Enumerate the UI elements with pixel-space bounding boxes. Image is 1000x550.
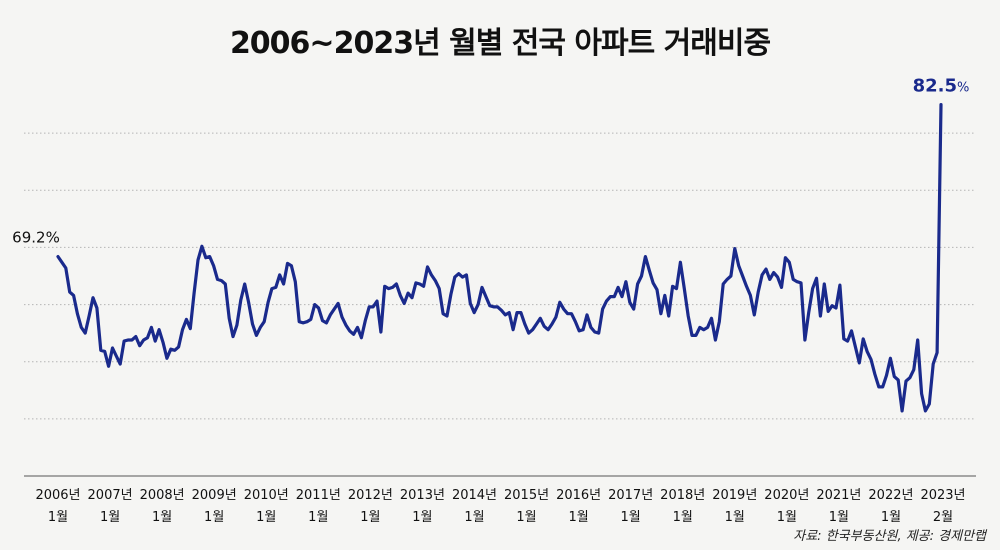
- x-tick-month: 1월: [256, 510, 276, 525]
- x-tick-year: 2023년: [920, 488, 965, 503]
- x-tick-month: 1월: [621, 510, 641, 525]
- x-tick-month: 2월: [933, 510, 953, 525]
- x-tick-year: 2021년: [816, 488, 861, 503]
- x-tick-year: 2010년: [244, 488, 289, 503]
- x-tick-year: 2020년: [764, 488, 809, 503]
- x-tick-month: 1월: [777, 510, 797, 525]
- gridlines: [24, 132, 976, 420]
- end-value-label: 82.5%: [913, 76, 970, 97]
- x-tick-year: 2019년: [712, 488, 757, 503]
- x-tick-year: 2017년: [608, 488, 653, 503]
- series-line: [56, 103, 943, 413]
- source-note: 자료: 한국부동산원, 제공: 경제만랩: [793, 529, 986, 544]
- start-value-label: 69.2%: [12, 229, 60, 247]
- x-tick-year: 2013년: [400, 488, 445, 503]
- x-tick-year: 2008년: [140, 488, 185, 503]
- chart-title: 2006~2023년 월별 전국 아파트 거래비중: [229, 26, 771, 61]
- x-tick-month: 1월: [829, 510, 849, 525]
- x-tick-month: 1월: [48, 510, 68, 525]
- x-tick-month: 1월: [152, 510, 172, 525]
- x-tick-month: 1월: [881, 510, 901, 525]
- x-tick-month: 1월: [673, 510, 693, 525]
- x-tick-year: 2007년: [88, 488, 133, 503]
- x-tick-month: 1월: [100, 510, 120, 525]
- x-tick-month: 1월: [516, 510, 536, 525]
- x-tick-month: 1월: [308, 510, 328, 525]
- x-tick-month: 1월: [568, 510, 588, 525]
- x-tick-year: 2011년: [296, 488, 341, 503]
- x-tick-month: 1월: [204, 510, 224, 525]
- x-tick-year: 2018년: [660, 488, 705, 503]
- x-tick-year: 2012년: [348, 488, 393, 503]
- x-tick-month: 1월: [360, 510, 380, 525]
- x-tick-month: 1월: [725, 510, 745, 525]
- x-tick-year: 2006년: [35, 488, 80, 503]
- x-tick-year: 2014년: [452, 488, 497, 503]
- x-tick-month: 1월: [412, 510, 432, 525]
- x-axis-ticks: 2006년 1월 2007년 1월 2008년 1월 2009년 1월 2010년 1월 2011년…: [35, 488, 965, 525]
- x-tick-year: 2016년: [556, 488, 601, 503]
- x-tick-year: 2015년: [504, 488, 549, 503]
- x-tick-year: 2009년: [192, 488, 237, 503]
- x-tick-month: 1월: [464, 510, 484, 525]
- x-tick-year: 2022년: [868, 488, 913, 503]
